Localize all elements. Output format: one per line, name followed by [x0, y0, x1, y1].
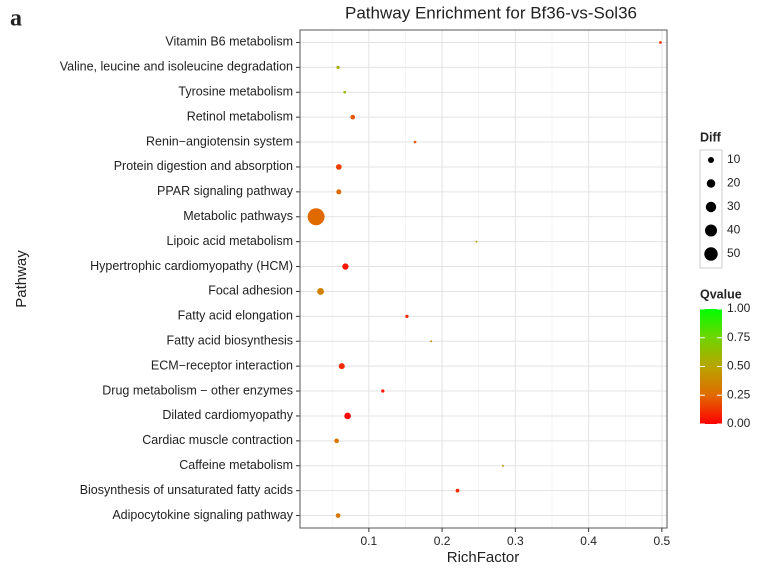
point — [338, 363, 345, 370]
y-tick-label: Lipoic acid metabolism — [167, 234, 293, 248]
y-tick-label: Drug metabolism − other enzymes — [102, 383, 293, 397]
point — [350, 114, 356, 120]
x-tick-label: 0.5 — [654, 534, 671, 548]
point — [659, 41, 662, 44]
y-tick-label: Protein digestion and absorption — [114, 159, 293, 173]
y-tick-label: Tyrosine metabolism — [178, 85, 293, 99]
chart-title: Pathway Enrichment for Bf36-vs-Sol36 — [345, 3, 637, 22]
size-legend-label: 20 — [727, 176, 741, 190]
y-tick-label: Fatty acid biosynthesis — [167, 334, 293, 348]
point — [317, 288, 324, 295]
point — [335, 513, 341, 518]
y-tick-label: Caffeine metabolism — [179, 458, 293, 472]
y-tick-label: Vitamin B6 metabolism — [165, 35, 293, 49]
point — [475, 240, 478, 243]
y-tick-label: Adipocytokine signaling pathway — [112, 508, 293, 522]
size-legend-label: 30 — [727, 199, 741, 213]
size-legend-label: 50 — [727, 246, 741, 260]
size-legend-key — [704, 247, 718, 261]
y-tick-label: Hypertrophic cardiomyopathy (HCM) — [90, 259, 293, 273]
point — [501, 464, 504, 467]
size-legend-label: 10 — [727, 152, 741, 166]
y-tick-label: Metabolic pathways — [183, 209, 293, 223]
point — [336, 189, 342, 195]
color-legend-label: 0.50 — [727, 359, 751, 373]
point — [334, 438, 339, 444]
y-tick-label: Renin−angiotensin system — [146, 134, 293, 148]
point — [342, 263, 349, 270]
point — [405, 314, 409, 318]
point — [430, 340, 433, 343]
color-bar — [700, 309, 722, 424]
y-tick-label: Valine, leucine and isoleucine degradati… — [60, 60, 293, 74]
x-axis-title: RichFactor — [447, 549, 520, 566]
point — [336, 65, 340, 69]
x-tick-label: 0.4 — [580, 534, 597, 548]
color-legend-title: Qvalue — [700, 287, 742, 301]
point — [413, 140, 417, 144]
y-tick-label: Cardiac muscle contraction — [142, 433, 293, 447]
y-tick-label: ECM−receptor interaction — [151, 358, 293, 372]
x-tick-label: 0.1 — [361, 534, 378, 548]
y-tick-label: Biosynthesis of unsaturated fatty acids — [80, 483, 293, 497]
size-legend-key — [706, 179, 716, 188]
color-legend-label: 1.00 — [727, 301, 751, 315]
y-axis-title: Pathway — [13, 250, 30, 308]
size-legend-key — [707, 156, 715, 164]
panel-label: a — [10, 6, 22, 32]
plot-border — [299, 29, 668, 529]
y-tick-label: PPAR signaling pathway — [157, 184, 294, 198]
y-tick-label: Fatty acid elongation — [178, 309, 293, 323]
point — [343, 90, 347, 94]
size-legend-label: 40 — [727, 223, 741, 237]
point — [335, 164, 342, 170]
point — [344, 412, 351, 420]
x-tick-label: 0.3 — [507, 534, 524, 548]
size-legend-key — [705, 201, 717, 213]
y-tick-label: Retinol metabolism — [187, 109, 293, 123]
size-legend-key — [704, 224, 718, 237]
size-legend-title: Diff — [700, 130, 722, 144]
y-tick-label: Dilated cardiomyopathy — [162, 408, 293, 422]
y-tick-label: Focal adhesion — [208, 284, 293, 298]
x-tick-label: 0.2 — [434, 534, 451, 548]
color-legend-label: 0.25 — [727, 387, 751, 401]
plot-background — [300, 30, 667, 528]
point — [455, 488, 460, 493]
point — [307, 208, 325, 226]
color-legend-label: 0.00 — [727, 416, 751, 430]
point — [381, 389, 385, 393]
color-legend-label: 0.75 — [727, 330, 751, 344]
